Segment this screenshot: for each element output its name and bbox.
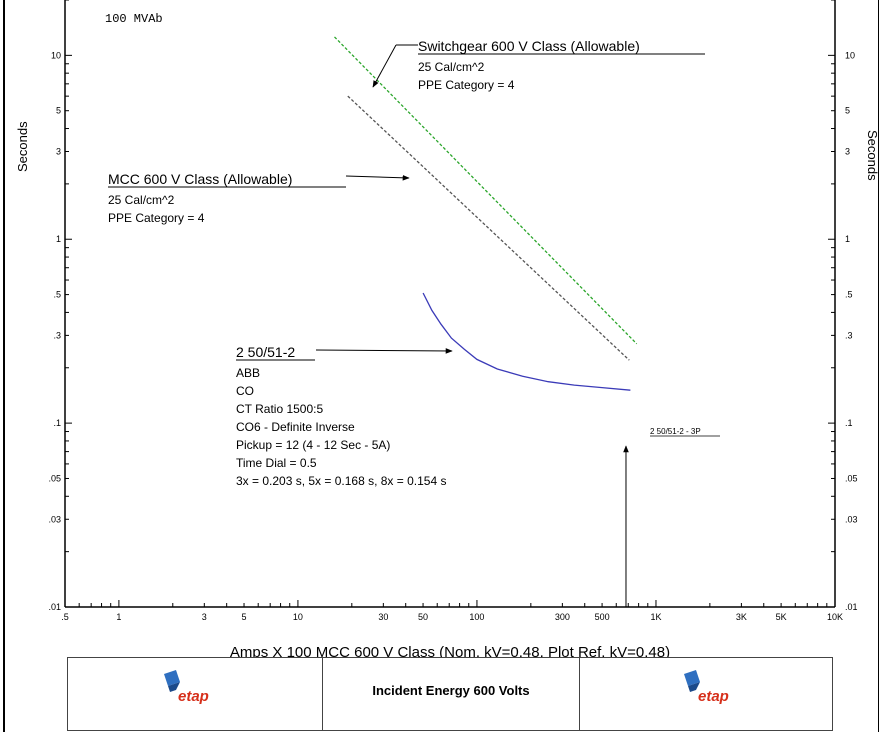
arrow-swg-head <box>372 44 397 88</box>
footer-title: Incident Energy 600 Volts <box>372 683 530 698</box>
y-tick-label-left: .3 <box>53 330 61 340</box>
etap-logo-text: etap <box>698 688 729 705</box>
annotation-title-swg: Switchgear 600 V Class (Allowable) <box>418 38 640 54</box>
annotation-line-relay: Time Dial = 0.5 <box>236 456 317 470</box>
y-tick-label-left: 3 <box>56 147 61 157</box>
series-group <box>334 36 638 391</box>
x-tick-label: .5 <box>61 612 69 622</box>
series-line-2 <box>422 292 631 391</box>
x-tick-label: 1K <box>650 612 661 622</box>
y-tick-label-right: .03 <box>845 514 858 524</box>
y-tick-label-left: .03 <box>48 514 61 524</box>
x-axis-label: Amps X 100 MCC 600 V Class (Nom. kV=0.48… <box>230 644 670 661</box>
y-axis-label-left: Seconds <box>15 121 30 172</box>
y-tick-label-right: .01 <box>845 602 858 612</box>
series-line-0 <box>334 36 638 345</box>
etap-logo-text: etap <box>178 688 209 705</box>
y-tick-label-right: .5 <box>845 290 853 300</box>
x-tick-label: 3 <box>202 612 207 622</box>
footer-logo-box-left: etap <box>67 657 323 731</box>
y-tick-label-right: 5 <box>845 106 850 116</box>
annotations-group: Switchgear 600 V Class (Allowable) 25 Cal… <box>108 38 720 607</box>
x-tick-label: 5 <box>242 612 247 622</box>
annotation-line-relay: Pickup = 12 (4 - 12 Sec - 5A) <box>236 438 390 452</box>
y-tick-label-right: .05 <box>845 473 858 483</box>
footer-logo-box-right: etap <box>579 657 833 731</box>
arrow-mcc <box>345 175 410 181</box>
y-tick-label-left: .05 <box>48 473 61 483</box>
annotation-line-mcc: PPE Category = 4 <box>108 211 205 225</box>
y-tick-label-right: 1 <box>845 234 850 244</box>
x-tick-label: 300 <box>555 612 570 622</box>
y-tick-label-left: .01 <box>48 602 61 612</box>
etap-logo-icon <box>684 670 700 692</box>
fault-label: 2 50/51-2 - 3P <box>650 427 701 436</box>
annotation-title-mcc: MCC 600 V Class (Allowable) <box>108 171 292 187</box>
annotation-line-mcc: 25 Cal/cm^2 <box>108 193 175 207</box>
etap-logo-icon <box>164 670 180 692</box>
y-tick-label-left: .5 <box>53 290 61 300</box>
header-label: 100 MVAb <box>105 12 163 26</box>
annotation-line-relay: 3x = 0.203 s, 5x = 0.168 s, 8x = 0.154 s <box>236 474 446 488</box>
annotation-line-swg: PPE Category = 4 <box>418 78 515 92</box>
chart-frame <box>3 0 879 732</box>
y-tick-label-left: 1 <box>56 234 61 244</box>
x-tick-label: 500 <box>595 612 610 622</box>
etap-logo-right: etap <box>678 670 758 710</box>
x-tick-label: 3K <box>736 612 747 622</box>
y-tick-label-right: .3 <box>845 330 853 340</box>
y-tick-label-right: 3 <box>845 147 850 157</box>
x-tick-label: 10K <box>827 612 843 622</box>
x-tick-label: 50 <box>418 612 428 622</box>
y-tick-label-right: .1 <box>845 418 853 428</box>
annotation-title-relay: 2 50/51-2 <box>236 344 295 360</box>
annotation-line-relay: CT Ratio 1500:5 <box>236 402 323 416</box>
x-tick-label: 1 <box>116 612 121 622</box>
x-tick-label: 30 <box>378 612 388 622</box>
axes: .5 1 3 5 10 30 50 100 300 500 1K 3K 5K 10K.01.01.03.0… <box>48 0 858 622</box>
x-tick-label: 10 <box>293 612 303 622</box>
y-tick-label-left: .1 <box>53 418 61 428</box>
y-tick-label-left: 5 <box>56 106 61 116</box>
series-line-1 <box>347 95 630 361</box>
annotation-line-relay: CO6 - Definite Inverse <box>236 420 355 434</box>
etap-logo-left: etap <box>158 670 238 710</box>
annotation-line-relay: CO <box>236 384 254 398</box>
annotation-line-relay: ABB <box>236 366 260 380</box>
x-tick-label: 100 <box>469 612 484 622</box>
arrow-relay <box>315 348 453 354</box>
x-tick-label: 5K <box>776 612 787 622</box>
y-axis-label-right: Seconds <box>865 130 880 181</box>
annotation-line-swg: 25 Cal/cm^2 <box>418 60 485 74</box>
y-tick-label-right: 10 <box>845 50 855 60</box>
footer-title-box: Incident Energy 600 Volts <box>322 657 580 731</box>
y-tick-label-left: 10 <box>51 50 61 60</box>
